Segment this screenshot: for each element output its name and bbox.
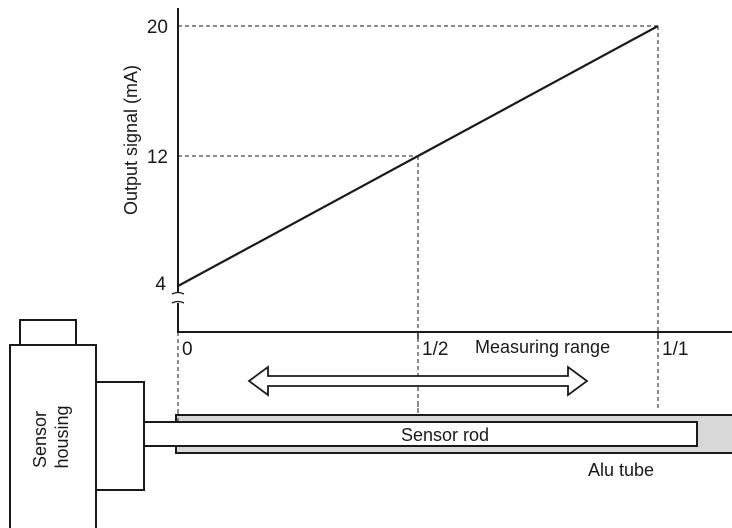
housing-cap (19, 319, 77, 347)
x-axis-title: Measuring range (475, 337, 610, 357)
x-tick-label-full: 1/1 (662, 339, 688, 360)
y-tick-label-4: 4 (155, 274, 166, 295)
sensor-housing-label: Sensor housing (30, 405, 72, 468)
y-axis-break-mark-bottom (171, 300, 185, 304)
sensor-rod-label: Sensor rod (401, 425, 489, 445)
x-tick-label-0: 0 (182, 339, 193, 360)
sensor-housing-label-line-2: housing (52, 405, 72, 468)
sensor-housing-label-line-1: Sensor (30, 411, 50, 468)
x-tick-label-half: 1/2 (422, 339, 448, 360)
y-axis-break-mark-top (171, 291, 185, 295)
y-axis-title: Output signal (mA) (121, 65, 141, 215)
measuring-direction-arrow (247, 365, 589, 397)
y-tick-label-12: 12 (147, 147, 168, 168)
sensor-assembly: Sensor rod Sensor housing Alu tube (9, 319, 732, 528)
output-signal-line (177, 25, 659, 287)
output-chart: 20 12 4 0 1/2 1/1 Measuring range Output… (121, 8, 732, 412)
alu-tube-label: Alu tube (588, 460, 654, 480)
y-tick-label-20: 20 (147, 17, 168, 38)
housing-flange (95, 381, 145, 491)
housing-body (9, 344, 97, 528)
